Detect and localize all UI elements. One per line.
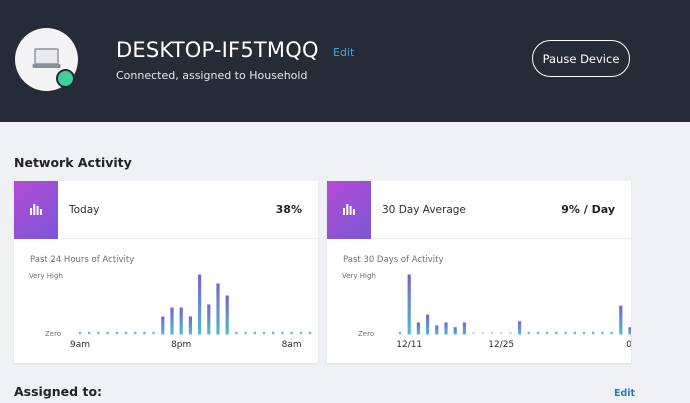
zero-marker xyxy=(601,331,604,335)
x-tick-label: 9am xyxy=(70,340,90,350)
x-tick-label: 8pm xyxy=(171,340,191,350)
x-tick-group: 9am 8pm 8am xyxy=(70,340,302,350)
activity-chart-24h: Very High Zero 9am 8pm 8am xyxy=(29,272,312,350)
activity-bar xyxy=(435,325,439,335)
x-tick-label: 8am xyxy=(282,340,302,350)
zero-marker xyxy=(546,331,549,335)
card-header: 30 Day Average 9% / Day xyxy=(327,181,631,239)
activity-bar xyxy=(619,305,623,335)
bar-chart-icon xyxy=(343,204,355,215)
activity-bar xyxy=(628,327,631,335)
activity-bar xyxy=(225,295,229,335)
bar-group xyxy=(78,274,312,335)
device-name: DESKTOP-IF5TMQQ xyxy=(116,38,319,62)
zero-marker xyxy=(235,331,238,335)
thirty-day-activity-card: 30 Day Average 9% / Day Past 30 Days of … xyxy=(327,181,631,363)
zero-marker xyxy=(143,331,146,335)
activity-bar xyxy=(207,304,211,335)
zero-marker xyxy=(272,331,275,335)
activity-bar xyxy=(426,314,430,335)
zero-marker xyxy=(527,331,530,335)
chart-title: Past 24 Hours of Activity xyxy=(30,255,135,265)
y-axis-bottom-label: Zero xyxy=(358,330,374,338)
card-value: 9% / Day xyxy=(561,203,615,216)
card-value: 38% xyxy=(275,203,302,216)
zero-marker xyxy=(481,331,484,335)
zero-marker xyxy=(509,331,512,335)
zero-marker xyxy=(124,331,128,335)
activity-bar xyxy=(407,274,411,335)
laptop-icon xyxy=(32,48,61,68)
activity-bar xyxy=(444,322,448,335)
activity-bar xyxy=(416,322,420,335)
zero-marker xyxy=(299,331,302,335)
zero-marker xyxy=(281,331,284,335)
zero-marker xyxy=(262,331,266,335)
activity-bar xyxy=(170,307,174,335)
device-avatar xyxy=(15,28,78,91)
zero-marker xyxy=(398,331,402,335)
connected-status-icon xyxy=(56,69,75,88)
edit-assignment-link[interactable]: Edit xyxy=(614,388,636,399)
network-activity-title: Network Activity xyxy=(14,155,132,170)
zero-marker xyxy=(134,331,137,335)
card-label: 30 Day Average xyxy=(382,204,466,216)
activity-bar xyxy=(179,307,183,335)
zero-marker xyxy=(308,331,312,335)
activity-bar xyxy=(518,321,522,335)
zero-marker xyxy=(290,331,293,335)
activity-bar xyxy=(161,316,165,335)
zero-marker xyxy=(536,331,540,335)
activity-tile xyxy=(327,181,371,239)
zero-marker xyxy=(592,331,595,335)
x-tick-label: 12/11 xyxy=(396,340,422,350)
today-activity-card: Today 38% Past 24 Hours of Activity Very… xyxy=(14,181,318,363)
card-label: Today xyxy=(69,204,100,216)
activity-bar xyxy=(216,283,220,335)
y-axis-top-label: Very High xyxy=(29,272,63,280)
zero-marker xyxy=(115,331,118,335)
edit-device-name-link[interactable]: Edit xyxy=(333,46,355,59)
zero-marker xyxy=(253,331,256,335)
zero-marker xyxy=(106,331,109,335)
zero-marker xyxy=(152,331,155,335)
connection-status: Connected, assigned to Household xyxy=(116,69,308,82)
activity-chart-30d: Very High Zero 12/11 12/25 01/09 xyxy=(342,272,631,350)
bar-group xyxy=(398,274,631,335)
x-tick-label: 12/25 xyxy=(488,340,514,350)
zero-marker xyxy=(500,331,503,335)
zero-marker xyxy=(610,331,613,335)
chart-title: Past 30 Days of Activity xyxy=(343,255,444,265)
zero-marker xyxy=(244,331,247,335)
pause-device-button[interactable]: Pause Device xyxy=(532,40,630,77)
card-header: Today 38% xyxy=(14,181,318,239)
activity-bar xyxy=(462,322,466,335)
x-tick-label: 01/09 xyxy=(626,340,631,350)
zero-marker xyxy=(573,331,576,335)
zero-marker xyxy=(97,331,100,335)
zero-marker xyxy=(88,331,91,335)
y-axis-top-label: Very High xyxy=(342,272,376,280)
zero-marker xyxy=(490,331,494,335)
activity-bar xyxy=(198,274,202,335)
activity-bar xyxy=(453,327,457,335)
x-tick-group: 12/11 12/25 01/09 xyxy=(396,340,631,350)
zero-marker xyxy=(555,331,558,335)
assigned-to-title: Assigned to: xyxy=(14,384,103,399)
zero-marker xyxy=(582,331,586,335)
y-axis-bottom-label: Zero xyxy=(45,330,61,338)
activity-bar xyxy=(188,316,192,335)
bar-chart-icon xyxy=(30,204,42,215)
zero-marker xyxy=(78,331,82,335)
zero-marker xyxy=(564,331,567,335)
device-header: DESKTOP-IF5TMQQ Edit Connected, assigned… xyxy=(0,0,690,122)
activity-tile xyxy=(14,181,58,239)
zero-marker xyxy=(472,331,475,335)
